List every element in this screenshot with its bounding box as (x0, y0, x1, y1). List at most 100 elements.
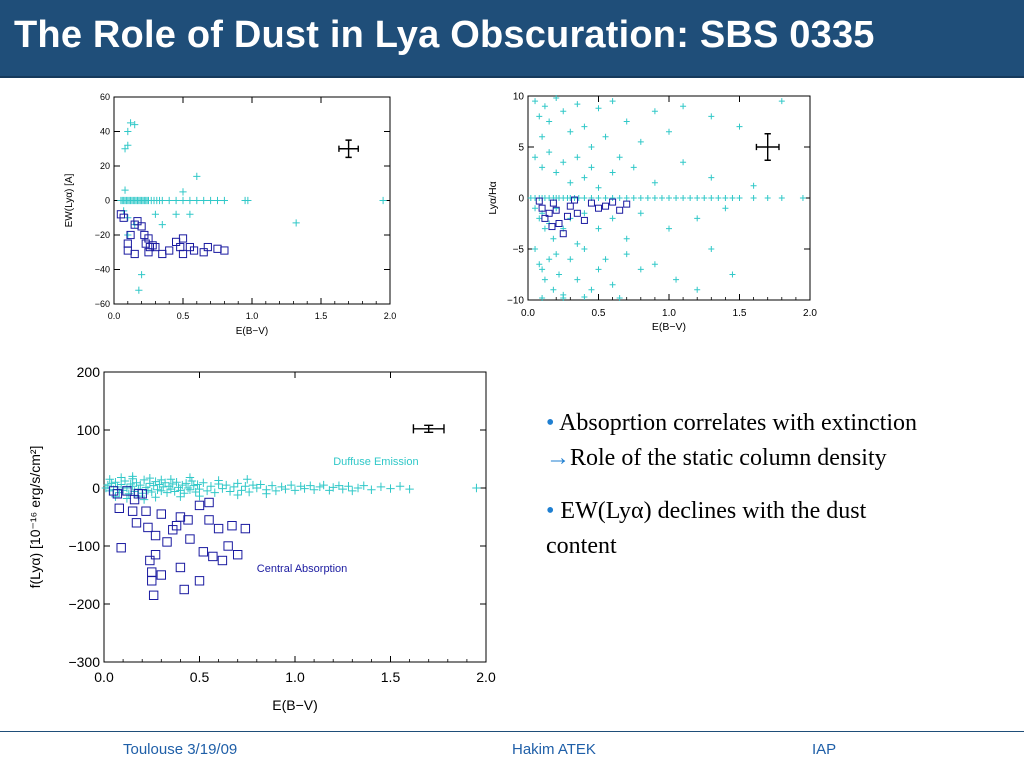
data-point-square (199, 248, 208, 257)
data-point-square (223, 541, 233, 551)
slide-title: The Role of Dust in Lya Obscuration: SBS… (14, 14, 875, 56)
data-point-plus (159, 482, 168, 492)
bullet-item: • EW(Lyα) declines with the dust (546, 494, 1006, 529)
y-tick-label: −200 (68, 596, 100, 612)
data-point-plus (539, 133, 546, 140)
data-point-plus (541, 276, 548, 283)
y-tick-label: 0 (92, 480, 100, 496)
data-point-square (185, 534, 195, 544)
data-point-square (213, 244, 222, 253)
data-point-plus (241, 482, 250, 491)
data-point-plus (609, 281, 616, 288)
data-point-plus (630, 164, 637, 171)
chart-ew-lya: 0.0 0.5 1.0 1.5 2.0 −60 −40 −20 0 20 40 60 E(B−V) EW(… (64, 92, 396, 337)
data-point-plus (536, 113, 543, 120)
data-point-square (123, 246, 132, 255)
chart-lya-flux: 0.0 0.5 1.0 1.5 2.0 −300 −200 −100 0 100 200 E(B−V)… (27, 364, 496, 713)
data-point-plus (243, 475, 252, 484)
data-point-square (150, 530, 161, 541)
data-point-plus (218, 484, 227, 493)
data-point-square (555, 220, 563, 227)
data-point-plus (157, 475, 166, 485)
data-point-plus (143, 486, 153, 495)
data-point-plus (666, 225, 672, 232)
data-point-plus (277, 482, 286, 492)
data-point-square (563, 212, 571, 220)
data-point-plus (750, 195, 757, 201)
data-point-plus (553, 95, 560, 102)
y-tick-label: 20 (100, 161, 110, 171)
data-point-plus (637, 138, 644, 145)
data-point-plus (186, 196, 194, 205)
data-point-square (217, 555, 228, 566)
data-point-plus (158, 196, 166, 205)
x-tick-label: 0.0 (521, 308, 535, 319)
data-point-plus (124, 127, 132, 136)
data-point-plus (637, 266, 644, 273)
data-point-plus (300, 484, 309, 493)
data-point-square (204, 497, 214, 508)
data-point-plus (338, 484, 347, 494)
data-point-plus (135, 286, 143, 294)
x-tick-label: 1.0 (285, 669, 305, 685)
data-point-plus (200, 196, 208, 205)
x-axis-label: E(B−V) (272, 697, 318, 713)
data-point-plus (694, 286, 701, 293)
bullet-continuation: content (546, 533, 617, 559)
data-point-plus (644, 195, 651, 201)
data-point-square (176, 242, 185, 252)
data-point-plus (588, 144, 595, 150)
data-point-square (162, 537, 172, 547)
x-tick-label: 0.5 (592, 308, 606, 319)
data-point-plus (124, 489, 134, 498)
data-point-plus (595, 266, 602, 273)
data-point-plus (405, 484, 414, 494)
data-point-plus (532, 154, 539, 161)
data-point-square (158, 249, 167, 259)
x-tick-label: 0.5 (190, 669, 210, 685)
y-tick-label: −40 (95, 265, 110, 275)
data-point-plus (630, 195, 637, 201)
data-point-plus (602, 195, 609, 201)
data-point-plus (124, 231, 132, 239)
data-point-plus (151, 210, 159, 218)
data-point-plus (546, 118, 553, 125)
data-point-plus (541, 225, 548, 232)
data-point-plus (623, 195, 630, 201)
data-point-plus (651, 108, 658, 115)
data-point-square (208, 551, 218, 562)
data-point-square (156, 509, 167, 519)
y-tick-label: 0 (518, 194, 524, 205)
data-point-plus (567, 256, 574, 263)
data-point-plus (729, 271, 736, 278)
data-point-plus (729, 195, 736, 201)
data-point-plus (616, 294, 623, 301)
data-point-square (172, 237, 181, 247)
data-point-plus (736, 123, 743, 130)
data-point-square (220, 246, 229, 255)
data-point-plus (560, 108, 567, 115)
y-tick-label: −20 (95, 230, 110, 240)
data-point-plus (281, 484, 290, 494)
data-point-square (573, 209, 581, 217)
data-point-square (156, 570, 167, 580)
data-point-square (148, 241, 157, 250)
data-point-plus (138, 271, 146, 279)
x-axis-label: E(B−V) (652, 321, 686, 333)
footer-author: Hakim ATEK (512, 741, 596, 758)
data-point-plus (213, 196, 222, 205)
data-point-square (175, 562, 186, 573)
data-point-plus (158, 221, 166, 229)
data-point-square (137, 489, 147, 499)
data-point-plus (271, 486, 281, 496)
data-point-plus (186, 210, 194, 218)
data-point-plus (367, 485, 376, 494)
y-tick-label: 5 (518, 143, 524, 154)
data-point-plus (550, 286, 557, 293)
data-point-square (198, 547, 209, 557)
data-point-square (587, 199, 595, 207)
x-tick-label: 1.5 (733, 308, 747, 319)
data-point-square (165, 246, 174, 255)
data-point-plus (189, 481, 198, 490)
data-point-square (150, 550, 161, 560)
